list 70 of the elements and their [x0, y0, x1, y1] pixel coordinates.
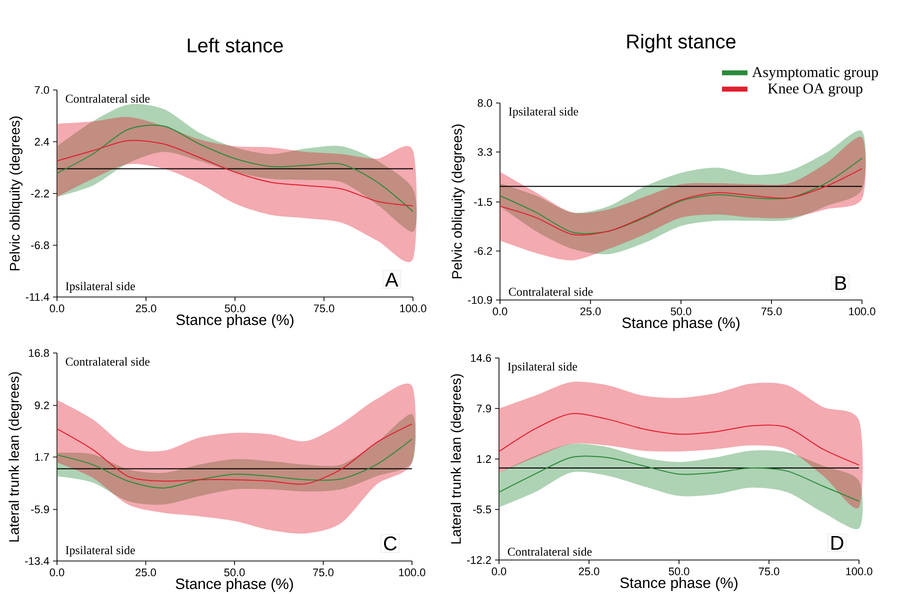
- x-tick-label: 50.0: [224, 304, 246, 312]
- y-tick-label: -6.8: [31, 241, 50, 250]
- legend-label: Knee OA group: [768, 83, 862, 97]
- annotation: Ipsilateral side: [66, 282, 135, 293]
- annotation: Ipsilateral side: [508, 107, 578, 118]
- annotation: Ipsilateral side: [508, 362, 578, 374]
- annotation: Contralateral side: [508, 547, 592, 556]
- y-tick-label: -2.2: [31, 190, 49, 198]
- y-axis-title: Pelvic obliquity (degrees): [9, 116, 22, 270]
- x-tick-label: 25.0: [580, 308, 601, 316]
- y-tick-label: -6.2: [474, 247, 492, 255]
- annotation: C: [384, 536, 397, 550]
- y-axis-title: Lateral trunk lean (degrees): [8, 372, 22, 542]
- y-tick-label: 3.3: [478, 148, 492, 156]
- y-tick-label: 1.2: [477, 455, 491, 463]
- legend-label: Asymptomatic group: [752, 67, 878, 80]
- y-tick-label: -5.9: [31, 505, 49, 514]
- x-tick-label: 100.0: [399, 568, 426, 576]
- x-tick-label: 100.0: [400, 304, 426, 312]
- x-tick-label: 25.0: [136, 304, 156, 312]
- y-tick-label: 2.4: [34, 138, 50, 146]
- y-tick-label: 1.7: [35, 453, 49, 461]
- x-axis-title: Stance phase (%): [620, 577, 738, 592]
- annotation: Ipsilateral side: [66, 546, 135, 557]
- y-tick-label: 7.0: [34, 86, 50, 94]
- x-axis-title: Stance phase (%): [622, 317, 740, 332]
- line-series: [498, 456, 860, 502]
- y-tick-label: -12.2: [467, 556, 491, 564]
- y-tick-label: 14.6: [471, 354, 492, 362]
- x-tick-label: 0.0: [50, 568, 64, 576]
- y-tick-label: 16.8: [28, 349, 50, 357]
- y-axis-title: Pelvic obliquity (degrees): [452, 124, 465, 278]
- line-series: [56, 438, 413, 488]
- annotation: D: [831, 536, 844, 550]
- y-tick-label: -1.5: [474, 198, 492, 206]
- x-tick-label: 75.0: [761, 308, 782, 316]
- y-tick-label: -11.4: [26, 293, 50, 301]
- line-series: [56, 124, 414, 212]
- y-tick-label: -10.9: [468, 296, 492, 304]
- x-tick-label: 100.0: [849, 308, 876, 316]
- y-tick-label: 8.0: [478, 99, 492, 107]
- y-tick-label: 7.9: [476, 404, 491, 412]
- x-tick-label: 0.0: [50, 304, 64, 312]
- x-tick-label: 75.0: [313, 568, 334, 576]
- chart-title: Left stance: [188, 38, 283, 52]
- x-tick-label: 0.0: [492, 308, 508, 316]
- x-tick-label: 25.0: [136, 568, 156, 576]
- x-axis-title: Stance phase (%): [176, 578, 293, 592]
- annotation: B: [836, 276, 846, 290]
- chart-title: Right stance: [627, 34, 736, 53]
- line-series: [56, 140, 414, 206]
- line-series: [56, 423, 413, 485]
- x-axis-title: Stance phase (%): [176, 314, 294, 328]
- annotation: Contralateral side: [66, 94, 150, 103]
- x-tick-label: 50.0: [668, 568, 690, 576]
- annotation: A: [385, 272, 398, 287]
- x-tick-label: 50.0: [224, 568, 245, 576]
- annotation: Contralateral side: [66, 357, 150, 366]
- x-tick-label: 100.0: [846, 568, 872, 576]
- x-tick-label: 0.0: [492, 568, 506, 576]
- x-tick-label: 50.0: [670, 308, 692, 316]
- x-tick-label: 25.0: [578, 568, 600, 576]
- line-series: [498, 413, 860, 466]
- y-tick-label: 9.2: [34, 401, 49, 410]
- y-axis-title: Lateral trunk lean (degrees): [450, 374, 464, 544]
- annotation: Contralateral side: [508, 287, 593, 296]
- y-tick-label: -5.5: [473, 506, 492, 514]
- x-tick-label: 75.0: [758, 568, 780, 576]
- y-tick-label: -13.4: [25, 557, 50, 565]
- x-tick-label: 75.0: [314, 304, 334, 312]
